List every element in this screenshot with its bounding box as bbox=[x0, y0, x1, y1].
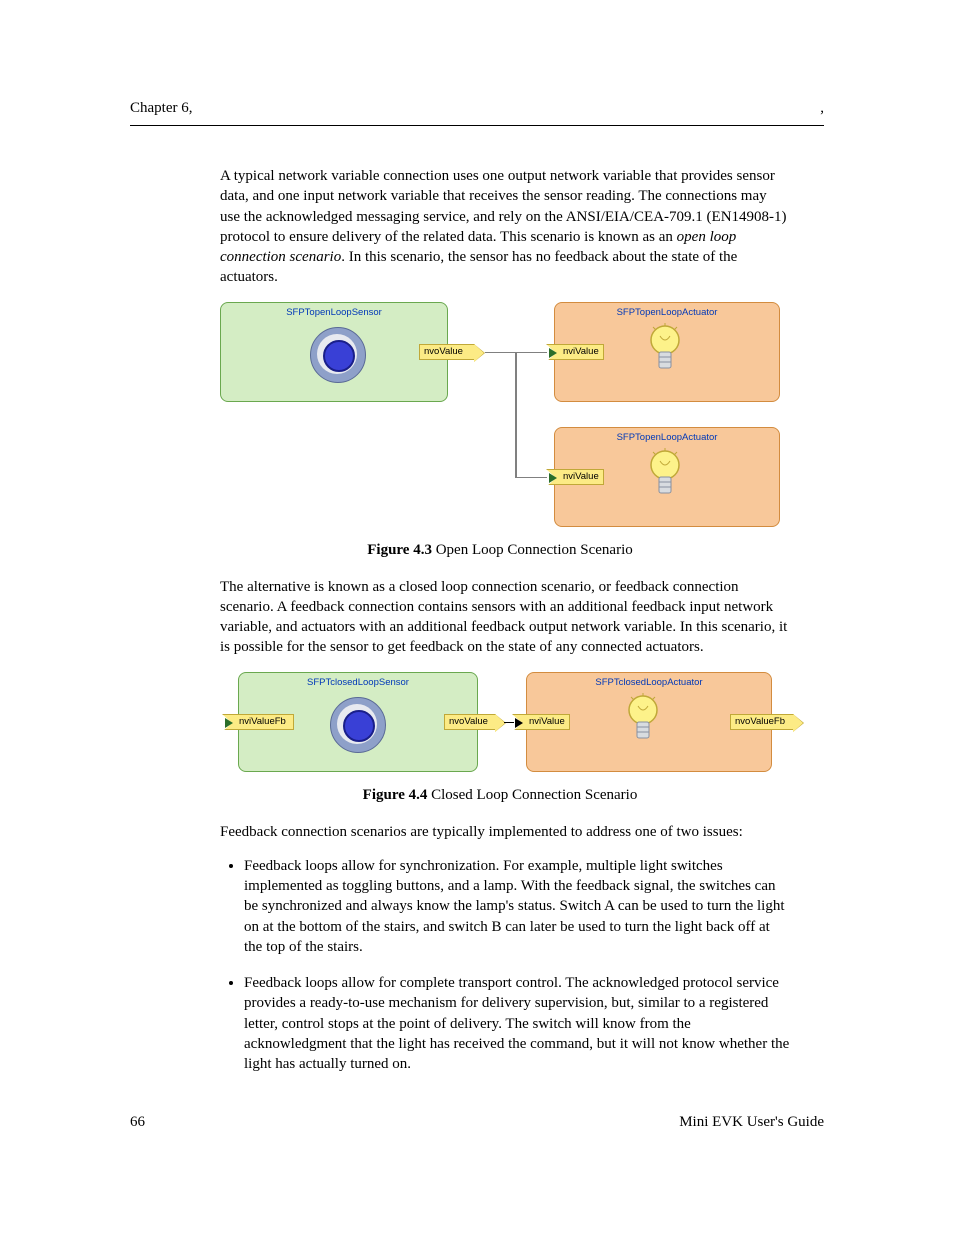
nvi-label-2: nviValue bbox=[563, 471, 599, 482]
fig-caption-text-2: Closed Loop Connection Scenario bbox=[431, 787, 637, 803]
nvifb-tag: nviValueFb bbox=[222, 714, 294, 730]
bullet-1: Feedback loops allow for synchronization… bbox=[244, 856, 790, 957]
bulb-icon-2 bbox=[648, 447, 682, 503]
sensor-title-cl: SFPTclosedLoopSensor bbox=[239, 677, 477, 688]
guide-title: Mini EVK User's Guide bbox=[679, 1114, 824, 1131]
body-text-1: A typical network variable connection us… bbox=[220, 166, 790, 288]
fig-caption-text: Open Loop Connection Scenario bbox=[436, 542, 633, 558]
bullet-2: Feedback loops allow for complete transp… bbox=[244, 973, 790, 1074]
nvi-tag-2: nviValue bbox=[546, 469, 604, 485]
paragraph-1: A typical network variable connection us… bbox=[220, 166, 790, 288]
header-comma: , bbox=[820, 100, 824, 117]
arrow-icon-1 bbox=[549, 348, 557, 358]
nvi-label-cl: nviValue bbox=[529, 716, 565, 727]
paragraph-3: Feedback connection scenarios are typica… bbox=[220, 822, 790, 842]
body-text-2: The alternative is known as a closed loo… bbox=[220, 577, 790, 658]
nvi-tag-1: nviValue bbox=[546, 344, 604, 360]
footer: 66 Mini EVK User's Guide bbox=[130, 1114, 824, 1131]
sensor-icon-inner-cl bbox=[343, 710, 375, 742]
header-rule bbox=[130, 125, 824, 126]
arrow-icon-cl bbox=[515, 718, 523, 728]
figure-4-3-caption: Figure 4.3 Open Loop Connection Scenario bbox=[220, 542, 780, 559]
page-number: 66 bbox=[130, 1114, 145, 1131]
nvo-tag: nvoValue bbox=[419, 344, 475, 360]
sensor-icon-inner bbox=[323, 340, 355, 372]
body-text-3: Feedback connection scenarios are typica… bbox=[220, 822, 790, 1075]
fig-label: Figure 4.3 bbox=[367, 542, 432, 558]
nvo-label-cl: nvoValue bbox=[449, 716, 488, 727]
nvo-label: nvoValue bbox=[424, 346, 463, 357]
nvofb-label: nvoValueFb bbox=[735, 716, 785, 727]
bulb-icon-1 bbox=[648, 322, 682, 378]
nvi-tag-cl: nviValue bbox=[512, 714, 570, 730]
arrow-icon-fb1 bbox=[225, 718, 233, 728]
paragraph-2: The alternative is known as a closed loo… bbox=[220, 577, 790, 658]
nvifb-label: nviValueFb bbox=[239, 716, 286, 727]
figure-4-4: SFPTclosedLoopSensor SFPTclosedLoopActua… bbox=[220, 672, 824, 804]
conn-line-cl bbox=[504, 722, 514, 724]
diagram-open-loop: SFPTopenLoopSensor SFPTopenLoopActuator bbox=[220, 302, 780, 532]
actuator-title-cl: SFPTclosedLoopActuator bbox=[527, 677, 771, 688]
nvo-tag-cl: nvoValue bbox=[444, 714, 496, 730]
actuator-title-2: SFPTopenLoopActuator bbox=[555, 432, 779, 443]
actuator-title-1: SFPTopenLoopActuator bbox=[555, 307, 779, 318]
sensor-block-title: SFPTopenLoopSensor bbox=[221, 307, 447, 318]
arrow-icon-2 bbox=[549, 473, 557, 483]
fig-label-2: Figure 4.4 bbox=[363, 787, 428, 803]
conn-line bbox=[515, 477, 547, 479]
diagram-closed-loop: SFPTclosedLoopSensor SFPTclosedLoopActua… bbox=[210, 672, 800, 777]
figure-4-4-caption: Figure 4.4 Closed Loop Connection Scenar… bbox=[220, 787, 780, 804]
figure-4-3: SFPTopenLoopSensor SFPTopenLoopActuator bbox=[220, 302, 824, 559]
header: Chapter 6, , bbox=[130, 100, 824, 117]
page: Chapter 6, , A typical network variable … bbox=[0, 0, 954, 1191]
nvofb-tag: nvoValueFb bbox=[730, 714, 794, 730]
chapter-label: Chapter 6, bbox=[130, 100, 192, 117]
bullet-list: Feedback loops allow for synchronization… bbox=[220, 856, 790, 1075]
conn-line bbox=[515, 352, 517, 477]
nvi-label-1: nviValue bbox=[563, 346, 599, 357]
bulb-icon-cl bbox=[626, 692, 660, 748]
